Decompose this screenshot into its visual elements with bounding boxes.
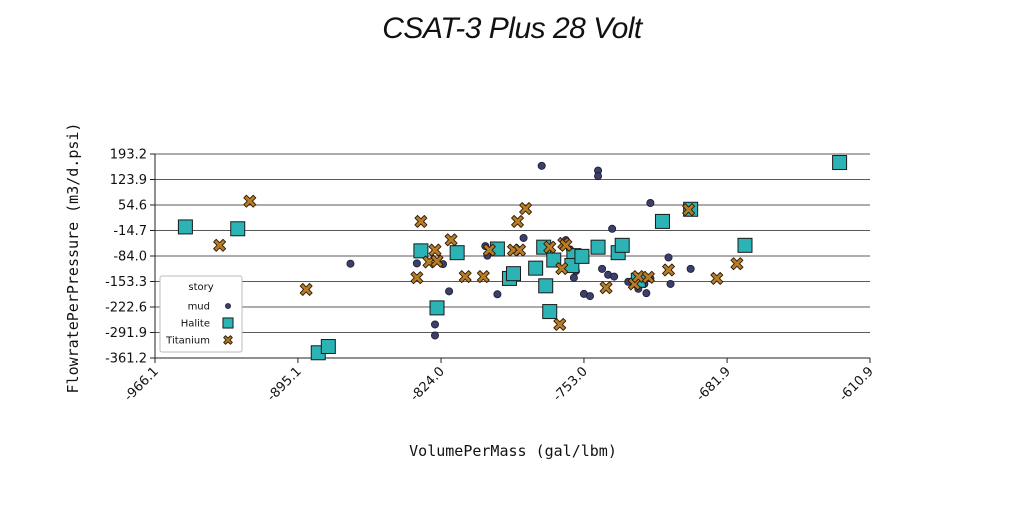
point-halite <box>506 266 522 282</box>
chart-title: CSAT-3 Plus 28 Volt <box>382 12 642 45</box>
point-titanium <box>599 281 613 295</box>
point-mud <box>598 264 607 273</box>
series-halite <box>177 155 848 361</box>
point-halite <box>832 155 848 171</box>
point-titanium <box>553 317 567 331</box>
point-titanium <box>559 238 573 252</box>
point-titanium <box>482 243 496 257</box>
legend-title: story <box>188 282 213 293</box>
point-mud <box>608 224 617 233</box>
point-halite <box>538 278 554 294</box>
point-halite <box>528 260 544 276</box>
point-halite <box>574 248 590 264</box>
legend-marker-mud <box>225 303 231 309</box>
point-titanium <box>662 263 675 277</box>
point-titanium <box>511 214 524 228</box>
point-mud <box>537 161 546 170</box>
point-mud <box>412 259 421 268</box>
point-halite <box>230 221 246 237</box>
point-titanium <box>476 270 490 284</box>
point-mud <box>431 331 440 340</box>
x-axis-label: VolumePerMass (gal/lbm) <box>409 442 617 460</box>
point-halite <box>320 339 336 355</box>
point-halite <box>413 243 429 259</box>
point-mud <box>646 199 655 208</box>
y-tick-label: -361.2 <box>105 352 147 367</box>
point-mud <box>519 233 528 242</box>
point-halite <box>737 237 753 253</box>
point-titanium <box>641 270 655 284</box>
y-tick-label: -84.0 <box>113 250 147 265</box>
point-titanium <box>519 202 533 215</box>
point-halite <box>542 304 558 320</box>
x-tick-label: -681.9 <box>694 364 734 404</box>
point-titanium <box>543 240 557 254</box>
point-mud <box>686 264 695 273</box>
x-tick-label: -966.1 <box>122 364 162 404</box>
point-mud <box>569 273 578 282</box>
data-points <box>177 155 848 361</box>
x-tick-label: -753.0 <box>551 364 591 404</box>
y-tick-label: -222.6 <box>105 301 147 316</box>
point-titanium <box>414 214 428 228</box>
point-mud <box>445 287 454 296</box>
y-tick-label: 123.9 <box>110 173 147 188</box>
y-axis-label: FlowratePerPressure (m3/d.psi) <box>64 123 82 394</box>
y-tick-label: 193.2 <box>110 148 147 163</box>
point-titanium <box>430 254 444 268</box>
point-halite <box>429 300 445 316</box>
point-titanium <box>444 233 458 247</box>
point-titanium <box>730 257 744 271</box>
point-titanium <box>710 271 724 285</box>
y-tick-label: -291.9 <box>105 326 147 341</box>
x-tick-label: -895.1 <box>264 364 304 404</box>
point-titanium <box>410 271 424 285</box>
y-tick-label: 54.6 <box>118 199 147 214</box>
point-titanium <box>428 243 442 257</box>
point-titanium <box>213 238 227 252</box>
legend-label: Titanium <box>165 336 210 347</box>
point-mud <box>346 259 355 268</box>
legend-box <box>159 275 243 353</box>
point-mud <box>610 272 619 281</box>
y-tick-labels: 193.2 123.9 54.6 -14.7 -84.0 -153.3 -222.6 -291… <box>105 148 147 367</box>
point-titanium <box>513 243 526 257</box>
y-tick-label: -14.7 <box>113 224 147 239</box>
point-mud <box>594 172 603 181</box>
point-halite <box>449 245 465 261</box>
point-mud <box>493 290 502 299</box>
legend-label: Halite <box>181 319 210 330</box>
point-halite <box>654 213 670 229</box>
point-mud <box>666 279 675 288</box>
point-titanium <box>458 270 472 284</box>
point-halite <box>614 237 630 253</box>
legend: story mud Halite Titanium <box>159 275 243 353</box>
point-halite <box>177 219 193 235</box>
axes <box>150 153 871 363</box>
legend-marker-titanium <box>223 335 233 345</box>
point-mud <box>431 320 440 329</box>
x-tick-label: -610.9 <box>837 364 877 404</box>
y-tick-label: -153.3 <box>105 275 147 290</box>
point-mud <box>585 292 594 301</box>
series-titanium <box>213 194 744 331</box>
point-titanium <box>299 283 313 296</box>
point-titanium <box>243 194 257 208</box>
point-titanium <box>555 262 569 275</box>
x-tick-labels: -966.1 -895.1 -824.0 -753.0 -681.9 -610.9 <box>122 364 877 404</box>
point-titanium <box>682 203 696 217</box>
point-mud <box>642 289 651 298</box>
grid-lines <box>155 153 870 359</box>
point-halite <box>590 239 606 255</box>
legend-label: mud <box>188 302 210 313</box>
x-tick-label: -824.0 <box>408 364 448 404</box>
point-mud <box>664 253 673 262</box>
legend-marker-halite <box>222 317 234 329</box>
